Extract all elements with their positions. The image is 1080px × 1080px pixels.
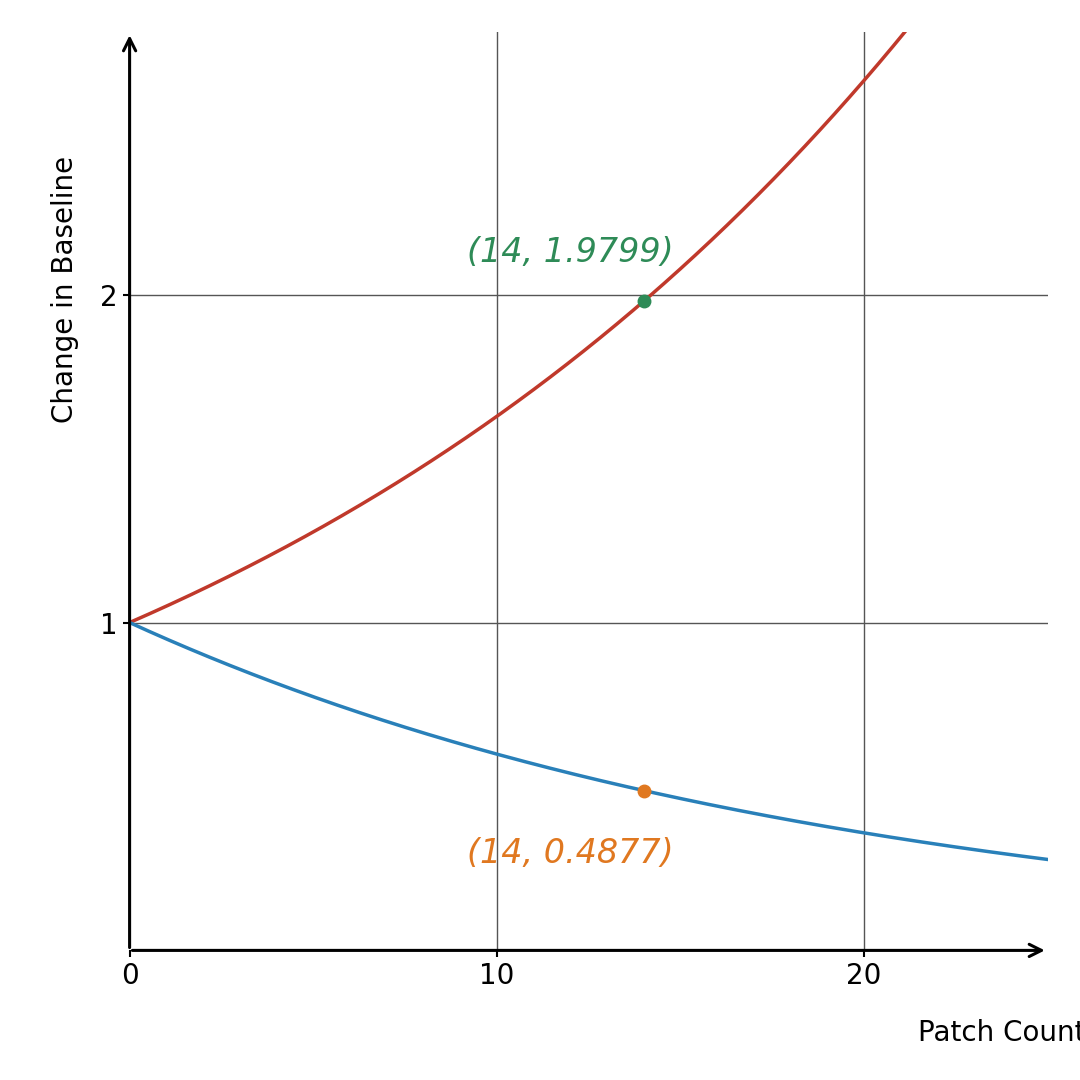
Text: Change in Baseline: Change in Baseline <box>52 156 79 423</box>
Text: (14, 0.4877): (14, 0.4877) <box>468 837 674 869</box>
Text: Patch Count: Patch Count <box>918 1020 1080 1047</box>
Text: (14, 1.9799): (14, 1.9799) <box>468 235 674 269</box>
